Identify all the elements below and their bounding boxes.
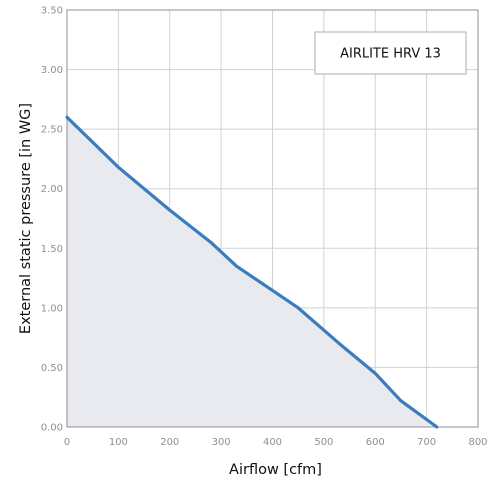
- y-tick-label-2: 1.00: [41, 303, 63, 314]
- legend-box: [314, 31, 467, 75]
- x-tick-label-0: 0: [64, 437, 70, 448]
- y-tick-label-3: 1.50: [41, 244, 63, 255]
- series-line: [65, 115, 439, 429]
- y-axis-label: External static pressure [in WG]: [18, 103, 34, 334]
- y-tick-label-4: 2.00: [41, 184, 63, 195]
- x-tick-label-1: 100: [109, 437, 128, 448]
- y-tick-label-0: 0.00: [41, 423, 63, 434]
- legend: AIRLITE HRV 13: [314, 31, 467, 75]
- y-tick-label-7: 3.50: [41, 6, 63, 17]
- x-axis-label: Airflow [cfm]: [229, 462, 322, 478]
- legend-label: AIRLITE HRV 13: [340, 47, 441, 62]
- x-tick-label-5: 500: [314, 437, 333, 448]
- x-tick-label-8: 800: [468, 437, 487, 448]
- x-tick-label-7: 700: [417, 437, 436, 448]
- x-tick-label-3: 300: [212, 437, 231, 448]
- y-tick-labels: 0.00 0.50 1.00 1.50 2.00 2.50 3.00 3.50: [41, 6, 63, 434]
- x-tick-labels: 0 100 200 300 400 500 600 700 800: [64, 437, 488, 448]
- x-tick-label-4: 400: [263, 437, 282, 448]
- x-tick-label-6: 600: [366, 437, 385, 448]
- y-tick-label-1: 0.50: [41, 363, 63, 374]
- y-tick-label-6: 3.00: [41, 65, 63, 76]
- plot-frame: [66, 9, 479, 428]
- y-tick-label-5: 2.50: [41, 125, 63, 136]
- x-tick-label-2: 200: [160, 437, 179, 448]
